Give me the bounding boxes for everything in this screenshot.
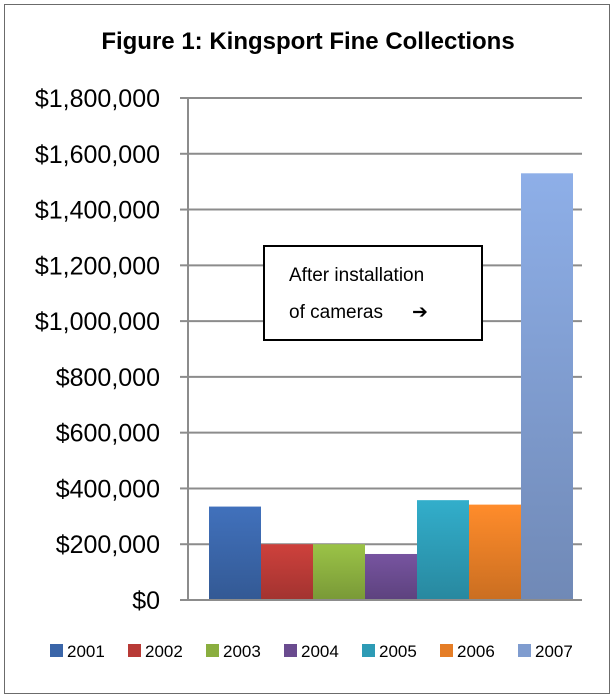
bar-2001 <box>209 506 261 600</box>
y-axis-tick-labels: $0 $200,000 $400,000 $600,000 $800,000 $1,000… <box>35 85 160 615</box>
legend-label-2005: 2005 <box>379 642 417 661</box>
legend-swatch-2004 <box>284 644 297 657</box>
axes <box>180 97 582 601</box>
legend-swatch-2001 <box>50 644 63 657</box>
annotation-line-2: of cameras <box>289 302 383 323</box>
legend-swatch-2006 <box>440 644 453 657</box>
bar-2007 <box>521 173 573 601</box>
legend-label-2003: 2003 <box>223 642 261 661</box>
annotation-line-1: After installation <box>289 265 424 286</box>
y-tick-label: $400,000 <box>56 475 160 503</box>
y-tick-label: $1,400,000 <box>35 197 160 225</box>
y-tick-label: $1,600,000 <box>35 141 160 169</box>
y-tick-label: $800,000 <box>56 364 160 392</box>
bar-2003 <box>313 544 365 600</box>
annotation-arrow: ➔ <box>412 302 428 323</box>
legend-label-2001: 2001 <box>67 642 105 661</box>
bar-2002 <box>261 544 313 600</box>
y-tick-label: $600,000 <box>56 420 160 448</box>
y-tick-label: $1,000,000 <box>35 308 160 336</box>
bar-2006 <box>469 504 521 600</box>
chart-title: Figure 1: Kingsport Fine Collections <box>101 28 515 55</box>
annotation-box: After installation of cameras ➔ <box>263 245 483 341</box>
legend-label-2002: 2002 <box>145 642 183 661</box>
y-tick-label: $1,800,000 <box>35 85 160 113</box>
bars <box>209 173 573 601</box>
legend-label-2007: 2007 <box>535 642 573 661</box>
bar-2005 <box>417 500 469 600</box>
legend-swatch-2007 <box>518 644 531 657</box>
y-tick-label: $0 <box>132 587 160 615</box>
legend-label-2006: 2006 <box>457 642 495 661</box>
y-tick-label: $1,200,000 <box>35 252 160 280</box>
legend: 2001 2002 2003 2004 2005 2006 2007 <box>50 642 573 661</box>
legend-swatch-2005 <box>362 644 375 657</box>
legend-swatch-2003 <box>206 644 219 657</box>
y-tick-label: $200,000 <box>56 531 160 559</box>
legend-label-2004: 2004 <box>301 642 339 661</box>
bar-2004 <box>365 553 417 600</box>
legend-swatch-2002 <box>128 644 141 657</box>
